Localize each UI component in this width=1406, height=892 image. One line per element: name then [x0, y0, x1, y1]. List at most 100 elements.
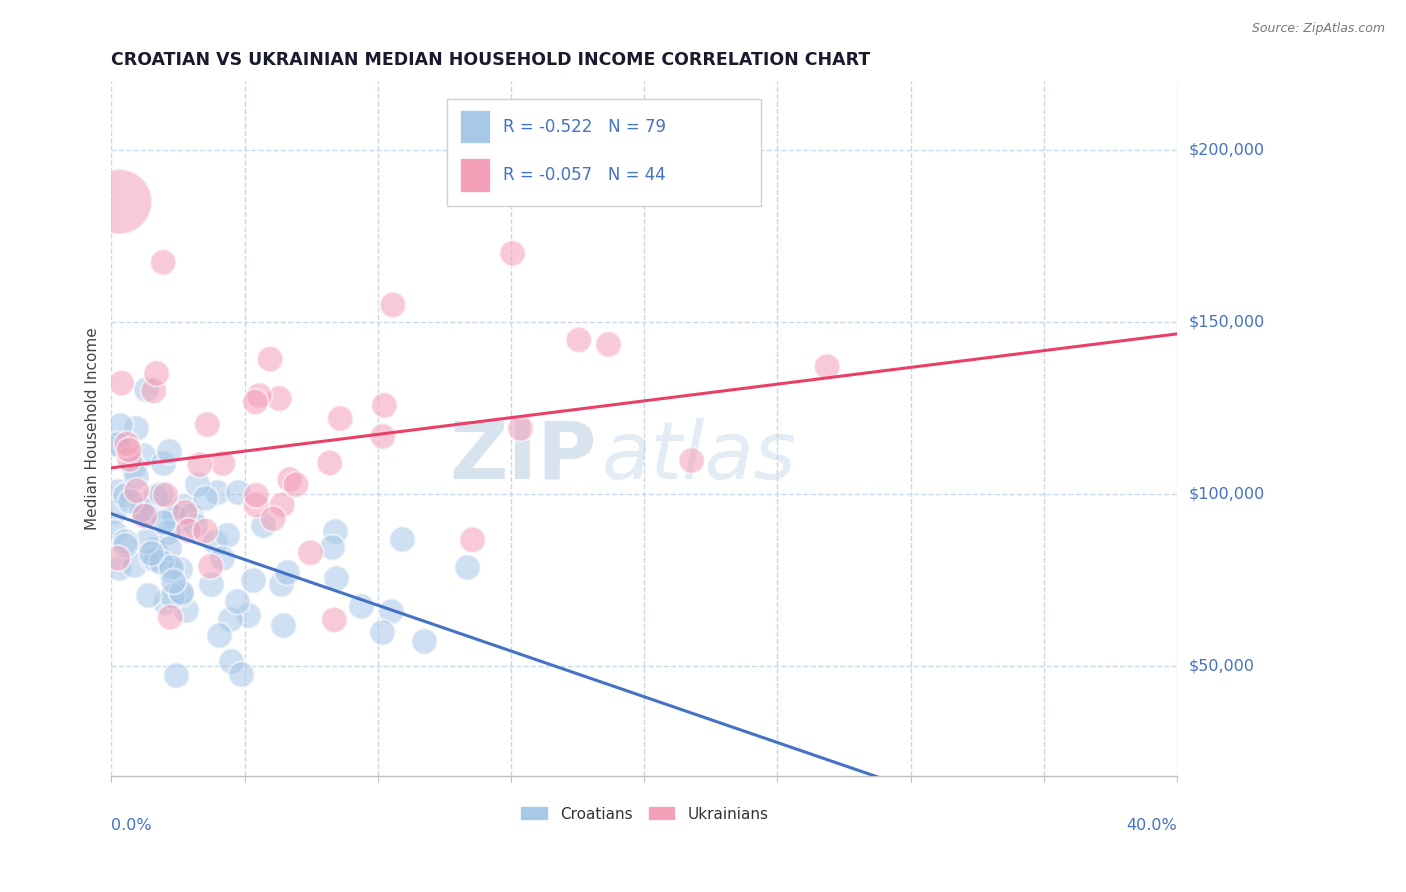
Text: 40.0%: 40.0% — [1126, 818, 1177, 833]
FancyBboxPatch shape — [447, 99, 762, 206]
Point — [136, 588, 159, 602]
Point — [321, 540, 343, 554]
Point — [380, 604, 402, 618]
Point — [152, 255, 174, 269]
Point — [323, 613, 346, 627]
Point — [391, 533, 413, 547]
Point — [219, 654, 242, 668]
Point — [195, 417, 218, 432]
Point — [157, 443, 180, 458]
Point — [155, 595, 177, 609]
Point — [456, 560, 478, 574]
Point — [135, 508, 157, 523]
Point — [156, 525, 179, 540]
Point — [188, 458, 211, 472]
Point — [141, 550, 163, 565]
Point — [247, 388, 270, 402]
Point — [200, 559, 222, 574]
Point — [177, 524, 200, 538]
Point — [169, 562, 191, 576]
Y-axis label: Median Household Income: Median Household Income — [86, 327, 100, 530]
Point — [502, 246, 524, 260]
Point — [107, 483, 129, 498]
Point — [159, 610, 181, 624]
Point — [150, 555, 173, 569]
Point — [143, 489, 166, 503]
Point — [122, 558, 145, 572]
Point — [152, 515, 174, 529]
Point — [226, 593, 249, 607]
Text: atlas: atlas — [602, 417, 796, 496]
Point — [200, 577, 222, 591]
Point — [143, 551, 166, 566]
Point — [103, 524, 125, 539]
Point — [226, 484, 249, 499]
Point — [145, 544, 167, 558]
Point — [211, 550, 233, 565]
Point — [131, 501, 153, 516]
Text: $50,000: $50,000 — [1188, 658, 1254, 673]
Point — [211, 457, 233, 471]
Point — [169, 587, 191, 601]
Point — [156, 504, 179, 518]
Point — [186, 476, 208, 491]
Point — [105, 437, 128, 451]
Point — [270, 577, 292, 591]
Point — [114, 538, 136, 552]
Point — [271, 618, 294, 632]
Point — [107, 551, 129, 566]
Text: Source: ZipAtlas.com: Source: ZipAtlas.com — [1251, 22, 1385, 36]
Point — [373, 398, 395, 412]
Point — [108, 560, 131, 574]
Point — [110, 376, 132, 390]
Point — [135, 534, 157, 549]
Point — [252, 517, 274, 532]
Point — [118, 493, 141, 508]
Point — [108, 194, 131, 209]
Point — [139, 546, 162, 560]
Point — [135, 383, 157, 397]
Point — [815, 359, 838, 374]
Point — [125, 469, 148, 483]
Point — [681, 453, 703, 467]
Point — [204, 534, 226, 549]
Point — [381, 298, 404, 312]
Point — [110, 418, 132, 433]
Text: CROATIAN VS UKRAINIAN MEDIAN HOUSEHOLD INCOME CORRELATION CHART: CROATIAN VS UKRAINIAN MEDIAN HOUSEHOLD I… — [111, 51, 870, 69]
Point — [325, 571, 347, 585]
Point — [163, 509, 186, 524]
Point — [413, 633, 436, 648]
FancyBboxPatch shape — [460, 110, 489, 144]
Point — [103, 505, 125, 519]
Point — [262, 512, 284, 526]
Point — [215, 528, 238, 542]
Point — [509, 421, 531, 435]
Point — [152, 456, 174, 470]
Point — [170, 585, 193, 599]
Point — [207, 628, 229, 642]
Point — [174, 603, 197, 617]
Point — [174, 505, 197, 519]
Point — [184, 518, 207, 533]
Point — [162, 574, 184, 588]
Point — [350, 599, 373, 614]
Point — [180, 508, 202, 522]
Point — [134, 508, 156, 523]
Point — [142, 542, 165, 557]
Point — [173, 499, 195, 513]
Text: 0.0%: 0.0% — [111, 818, 152, 833]
Point — [245, 395, 267, 409]
Point — [278, 473, 301, 487]
Text: $200,000: $200,000 — [1188, 143, 1264, 158]
Point — [323, 524, 346, 538]
Point — [219, 612, 242, 626]
Point — [115, 437, 138, 451]
Point — [155, 488, 177, 502]
Point — [371, 625, 394, 640]
Point — [271, 498, 294, 512]
Point — [142, 384, 165, 398]
Point — [132, 448, 155, 462]
Text: $100,000: $100,000 — [1188, 487, 1264, 501]
Point — [125, 421, 148, 435]
Legend: Croatians, Ukrainians: Croatians, Ukrainians — [515, 800, 775, 828]
